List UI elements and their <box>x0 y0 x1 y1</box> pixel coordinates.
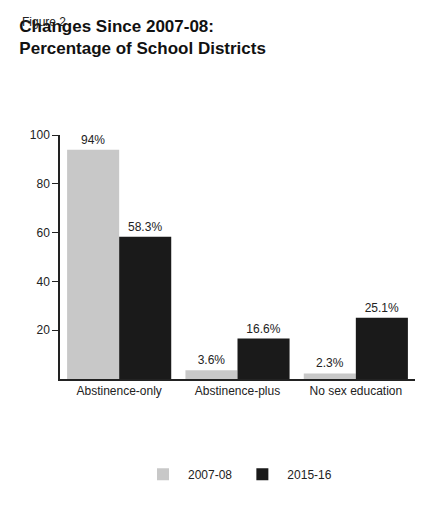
svg-text:40: 40 <box>36 275 50 289</box>
svg-text:3.6%: 3.6% <box>198 353 226 367</box>
svg-text:2015-16: 2015-16 <box>287 468 331 482</box>
svg-text:58.3%: 58.3% <box>128 220 162 234</box>
svg-text:25.1%: 25.1% <box>365 301 399 315</box>
svg-text:20: 20 <box>36 323 50 337</box>
svg-text:Figure 2: Figure 2 <box>22 15 66 29</box>
svg-text:No sex education: No sex education <box>309 384 402 398</box>
svg-text:60: 60 <box>36 226 50 240</box>
svg-text:Changes Since 2007-08:Percenta: Changes Since 2007-08:Percentage of Scho… <box>19 17 266 58</box>
svg-text:Abstinence-plus: Abstinence-plus <box>195 384 280 398</box>
svg-text:Abstinence-only: Abstinence-only <box>76 384 161 398</box>
svg-text:80: 80 <box>36 177 50 191</box>
svg-text:2.3%: 2.3% <box>316 356 344 370</box>
svg-text:2007-08: 2007-08 <box>188 468 232 482</box>
svg-text:100: 100 <box>30 128 50 142</box>
svg-text:94%: 94% <box>81 133 105 147</box>
svg-text:16.6%: 16.6% <box>246 322 280 336</box>
